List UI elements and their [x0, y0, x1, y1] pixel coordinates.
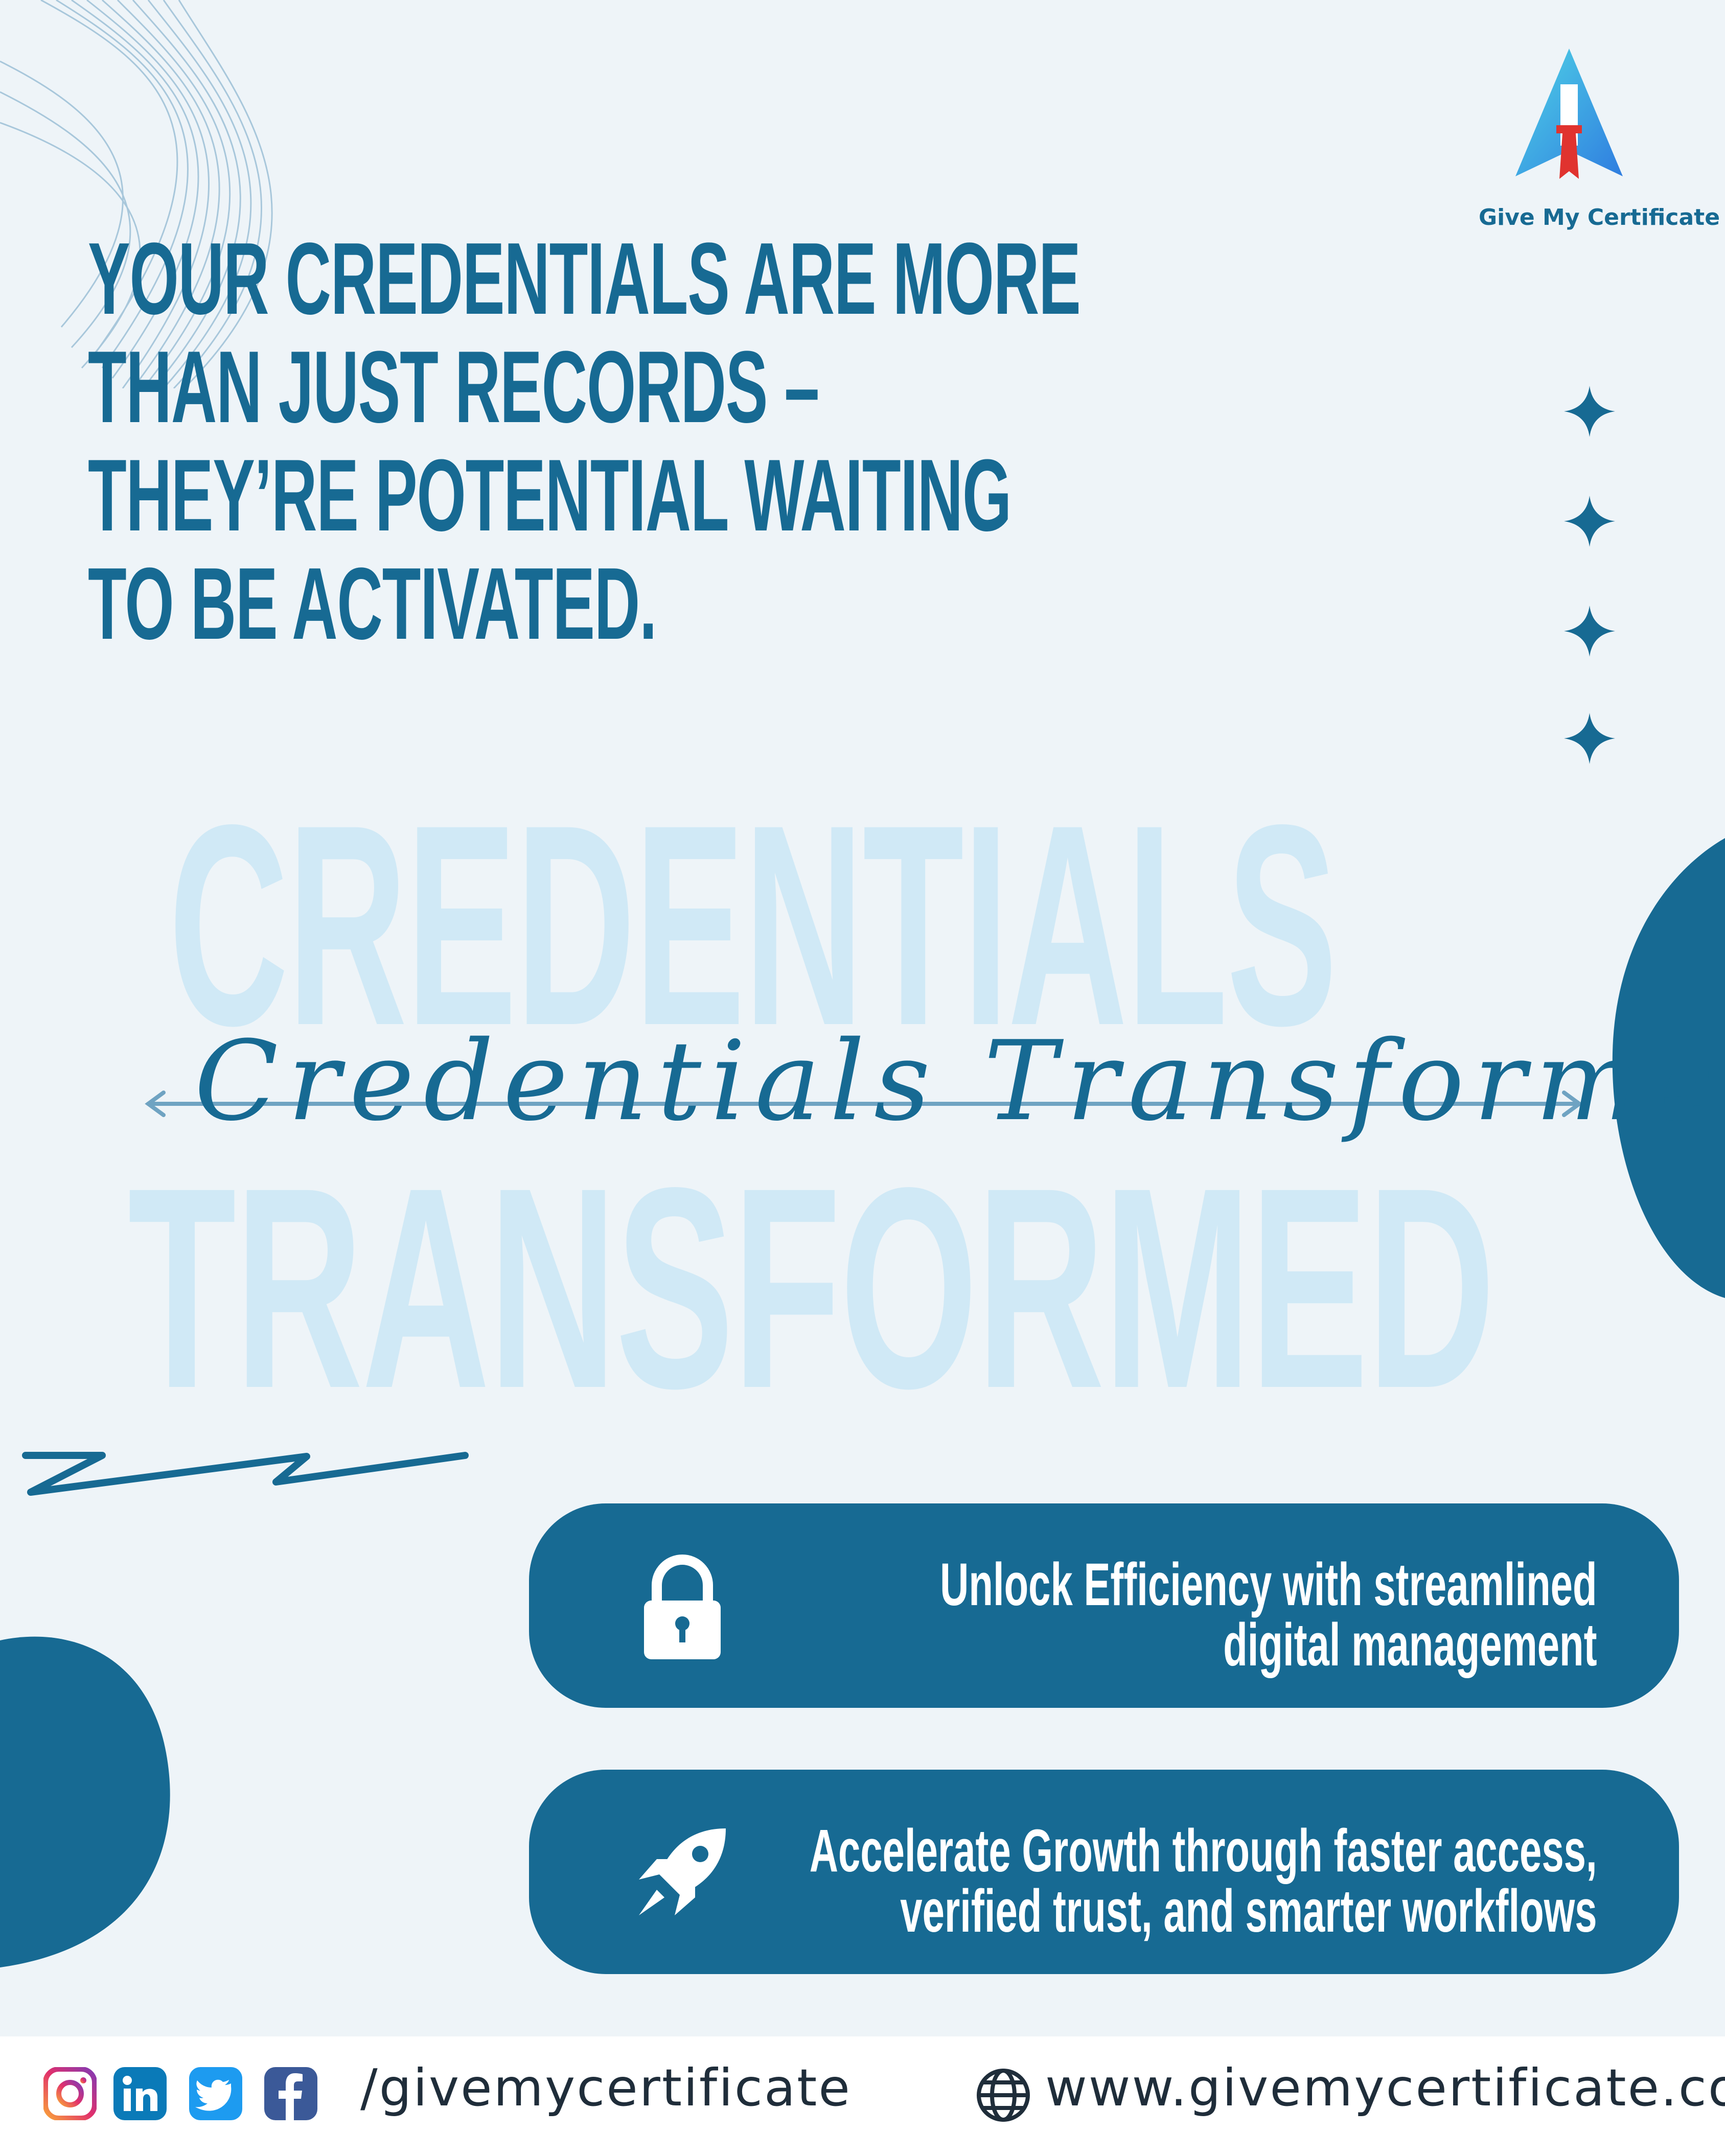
feature-card-growth: Accelerate Growth through faster access,…	[529, 1770, 1679, 1974]
card-line: digital management	[1223, 1611, 1597, 1679]
brand-logo-icon	[1515, 49, 1623, 179]
script-title: Credentials Transformed	[194, 1017, 1725, 1145]
card-line: Accelerate Growth through faster access,	[810, 1817, 1597, 1885]
footer: /givemycertificate www.givemycertificate…	[0, 2036, 1725, 2156]
card-line: verified trust, and smarter workflows	[900, 1877, 1597, 1945]
headline-line: YOUR CREDENTIALS ARE MORE	[88, 222, 1081, 336]
watermark-line: TRANSFORMED	[128, 1128, 1495, 1448]
social-handle[interactable]: /givemycertificate	[360, 2058, 852, 2118]
instagram-icon[interactable]	[43, 2067, 97, 2120]
sparkle-icon	[1564, 496, 1615, 547]
card-line: Unlock Efficiency with streamlined	[940, 1551, 1597, 1618]
facebook-icon[interactable]	[264, 2067, 317, 2120]
sparkle-icon	[1564, 606, 1615, 657]
rocket-icon	[639, 1828, 726, 1915]
sparkle-icon	[1564, 713, 1615, 764]
sparkle-icon	[1564, 386, 1615, 437]
twitter-icon[interactable]	[189, 2067, 242, 2120]
headline: YOUR CREDENTIALS ARE MORE THAN JUST RECO…	[88, 222, 1081, 661]
double-arrow-line	[145, 1091, 1583, 1117]
feature-card-efficiency: Unlock Efficiency with streamlined digit…	[529, 1503, 1679, 1708]
globe-icon	[977, 2069, 1030, 2122]
website-link[interactable]: www.givemycertificate.com	[1045, 2058, 1725, 2118]
brand-name: Give My Certificate	[1479, 204, 1720, 230]
headline-line: THAN JUST RECORDS –	[88, 330, 819, 444]
linkedin-icon[interactable]	[113, 2067, 167, 2120]
decorative-blob-left	[0, 1636, 170, 1967]
zigzag-line	[22, 1452, 469, 1496]
decorative-blob-right	[1612, 838, 1725, 1298]
card-text: Accelerate Growth through faster access,…	[810, 1821, 1597, 1941]
headline-line: TO BE ACTIVATED.	[88, 547, 657, 661]
card-text: Unlock Efficiency with streamlined digit…	[940, 1555, 1597, 1675]
decorative-lines	[0, 0, 273, 388]
lock-icon	[644, 1555, 721, 1659]
watermark-line: CREDENTIALS	[169, 765, 1338, 1085]
sparkle-icons	[1564, 386, 1615, 764]
headline-line: THEY’RE POTENTIAL WAITING	[88, 438, 1011, 552]
